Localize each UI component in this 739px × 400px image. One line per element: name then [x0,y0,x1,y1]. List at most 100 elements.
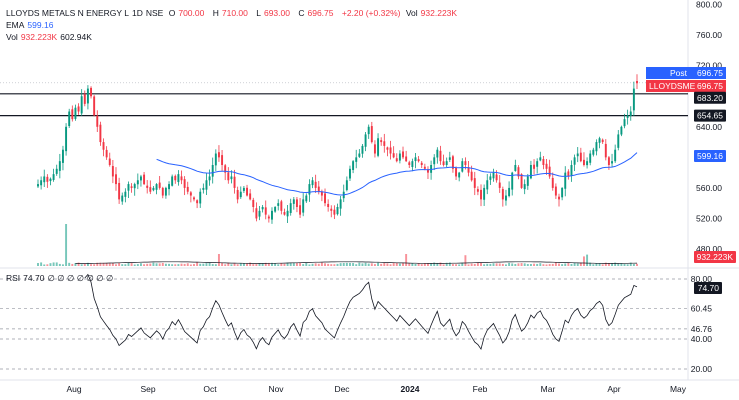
volume-bar [102,262,105,266]
candle-body [152,187,155,191]
volume-bar [227,262,230,266]
volume-bar [274,263,277,266]
candle-body [233,176,236,188]
rsi-legend[interactable]: RSI 74.70 ∅ ∅ ∅ ∅ ∅ ∅ ∅ [6,273,116,284]
volume-bar [439,262,442,266]
volume-bar [383,263,386,266]
grid [0,0,739,381]
volume-bar [520,263,523,266]
candle-body [133,184,136,189]
price-tick-label: 800.00 [696,0,722,10]
vol-label: Vol [405,8,418,18]
volume-bar [77,262,80,266]
candle-body [46,176,49,182]
candle-body [579,152,582,162]
candle-body [177,174,180,183]
candle-body [299,205,302,215]
rsi-level-label: 80.00 [691,274,713,284]
candle-body [65,126,68,152]
volume-bar [246,263,248,266]
ema-label: EMA [6,20,25,30]
volume-bar [607,263,610,266]
volume-legend[interactable]: Vol 932.223K 602.94K [6,32,95,43]
high-label: H [212,8,219,18]
symbol-name[interactable]: LLOYDS METALS N ENERGY L [6,8,129,18]
volume-bar [361,263,364,266]
volume-bar [118,262,121,266]
volume-bar [199,263,202,266]
open-label: O [168,8,176,18]
candle-body [389,147,392,154]
interval[interactable]: 1D [131,8,143,18]
volume-bar [258,263,261,266]
candle-body [349,168,351,179]
volume-bar [164,263,167,266]
price-axis[interactable]: 800.00760.00720.00680.00640.00600.00560.… [696,0,722,254]
candle-body [80,96,83,114]
candle-body [99,124,102,143]
volume-bar [255,264,258,266]
volume-bar [554,262,557,266]
volume-bar [508,262,511,266]
open-value: 700.00 [178,8,205,18]
candle-body [255,208,258,219]
candle-body [386,147,389,150]
volume-bar [417,263,420,266]
time-axis[interactable]: Aug Sep Oct Nov Dec 2024 Feb Mar Apr May [66,384,686,394]
volume-bar [558,263,560,266]
candle-body [205,180,208,190]
volume-bar [295,263,298,266]
volume-bar [302,264,305,266]
candle-body [367,126,370,135]
horizontal-lines[interactable] [0,93,688,117]
volume-bar [430,263,433,266]
candle-body [629,111,632,117]
volume-bar [230,264,233,266]
volume-bar [280,262,283,266]
candle-body [476,189,479,192]
volume-bar [398,263,401,266]
candle-body [508,187,511,197]
candle-body [589,153,592,163]
volume-bar [345,262,348,266]
rsi-badge: 74.70 [698,283,720,293]
candle-body [158,182,161,188]
candle-body [455,167,458,177]
high-value: 710.00 [221,8,248,18]
candle-body [445,161,448,166]
volume-bar [386,263,389,266]
time-tick-label: Sep [140,384,155,394]
volume-bar [620,263,623,266]
volume-bar [311,263,314,266]
candle-body [458,172,461,178]
volume-bar [208,262,211,266]
ema-legend[interactable]: EMA 599.16 [6,20,56,31]
volume-bar [52,262,55,266]
volume-bar [414,263,417,266]
volume-bar [149,263,152,266]
candle-body [433,157,436,165]
volume-bar [65,224,68,266]
volume-bar [133,264,136,266]
volume-bar [614,262,617,266]
volume-bar [339,263,342,266]
volume-bar [561,264,564,266]
candle-body [286,210,289,217]
candle-body [74,107,77,119]
candle-body [564,172,567,189]
low-label: L [256,8,261,18]
candle-body [77,106,80,112]
volume-bar [461,262,464,266]
volume-bar [389,264,392,266]
candle-body [58,161,61,171]
volume-bar [436,262,439,266]
volume-bar [174,264,177,266]
candle-body [520,174,523,188]
rsi-label: RSI [6,273,21,283]
volume-bar [636,263,638,266]
candlesticks[interactable] [37,74,638,224]
candle-body [139,176,142,181]
volume-bar [86,262,89,266]
